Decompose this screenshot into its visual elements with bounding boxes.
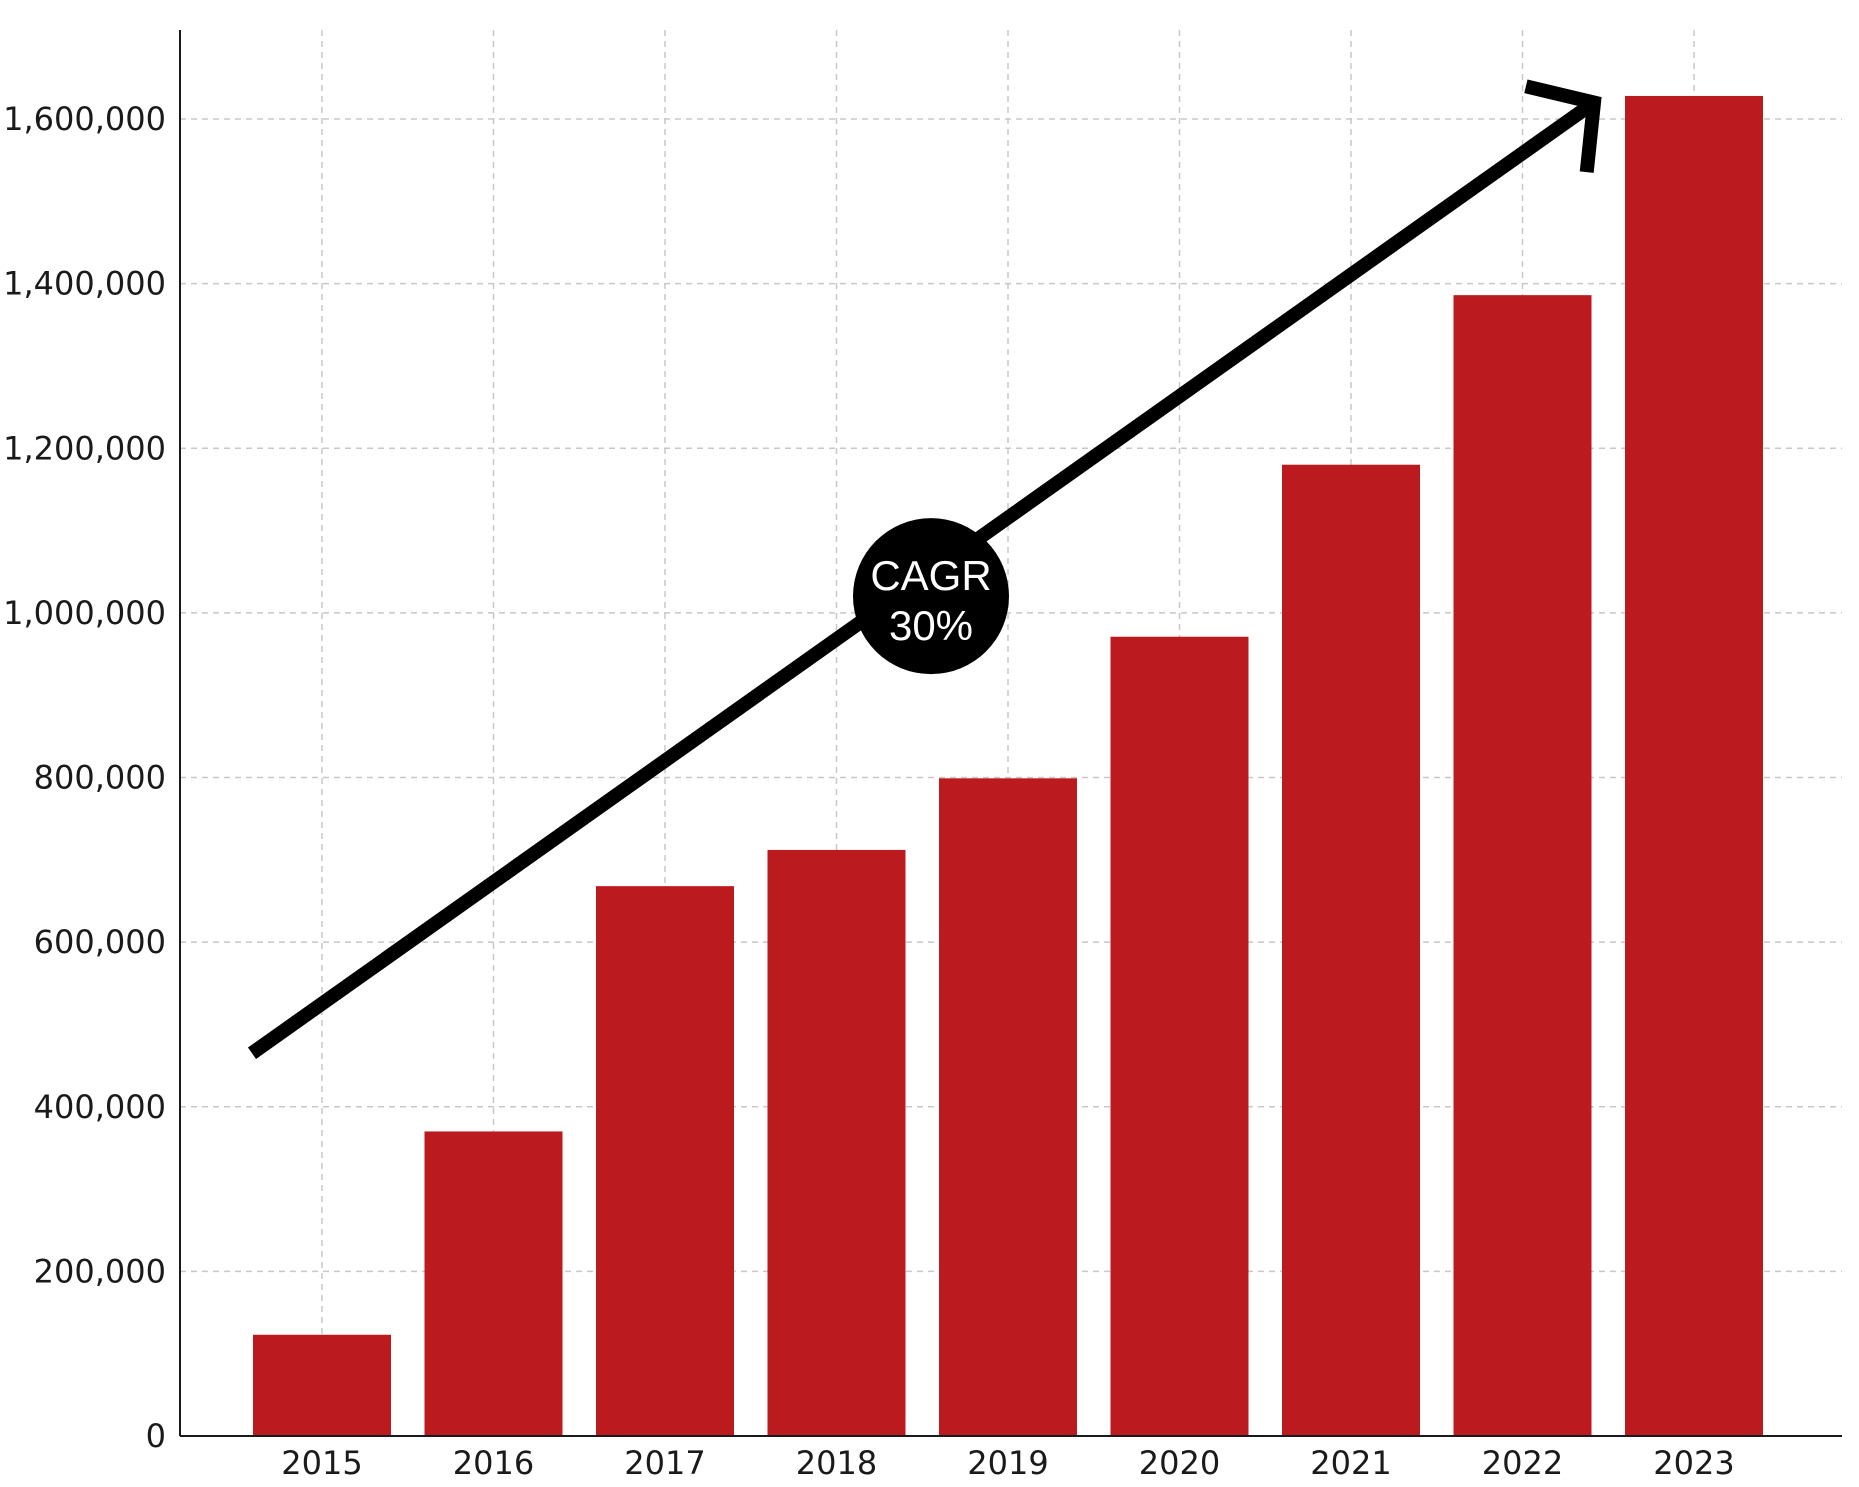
x-tick-label: 2015 bbox=[281, 1444, 362, 1482]
bar bbox=[1453, 295, 1592, 1437]
bar bbox=[1625, 95, 1763, 1436]
y-tick-label: 1,600,000 bbox=[3, 100, 166, 138]
y-tick-label: 200,000 bbox=[34, 1252, 166, 1290]
y-tick-label: 400,000 bbox=[34, 1088, 166, 1126]
x-tick-label: 2018 bbox=[796, 1444, 877, 1482]
bar bbox=[253, 1334, 391, 1436]
bar bbox=[1282, 464, 1420, 1436]
x-tick-label: 2017 bbox=[624, 1444, 705, 1482]
bar bbox=[767, 849, 906, 1436]
x-tick-label: 2019 bbox=[967, 1444, 1048, 1482]
cagr-badge bbox=[853, 518, 1009, 675]
tick-labels: 0 200,000 400,000 600,000 800,000 1,000,000 1,… bbox=[3, 100, 1735, 1482]
y-tick-label: 1,200,000 bbox=[3, 429, 166, 467]
bar bbox=[939, 778, 1077, 1436]
x-tick-label: 2016 bbox=[453, 1444, 534, 1482]
axes bbox=[179, 30, 1842, 1437]
x-tick-label: 2021 bbox=[1310, 1444, 1391, 1482]
y-tick-label: 1,400,000 bbox=[3, 265, 166, 303]
y-tick-label: 800,000 bbox=[34, 759, 166, 797]
cagr-label: CAGR bbox=[870, 552, 991, 599]
x-tick-label: 2023 bbox=[1653, 1444, 1734, 1482]
y-tick-label: 600,000 bbox=[34, 923, 166, 961]
trend-arrowhead bbox=[1524, 79, 1602, 173]
y-tick-label: 1,000,000 bbox=[3, 594, 166, 632]
x-tick-label: 2022 bbox=[1482, 1444, 1563, 1482]
cagr-value: 30% bbox=[889, 602, 973, 649]
x-tick-label: 2020 bbox=[1139, 1444, 1220, 1482]
y-tick-label: 0 bbox=[146, 1417, 166, 1455]
bar bbox=[1110, 636, 1249, 1436]
bars bbox=[253, 95, 1763, 1437]
bar bbox=[596, 886, 734, 1436]
bar bbox=[424, 1131, 563, 1436]
